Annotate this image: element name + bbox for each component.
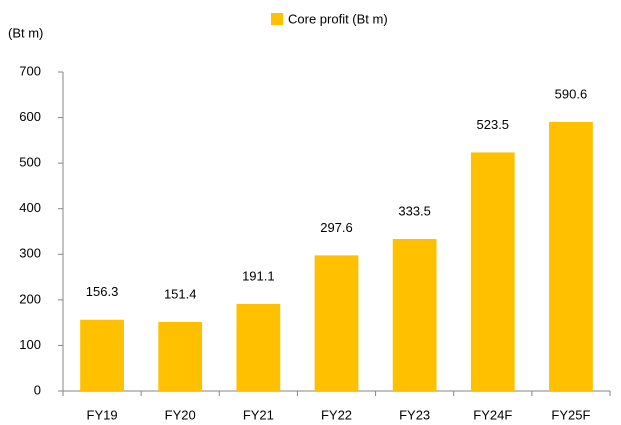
data-label: 151.4 <box>164 286 197 301</box>
x-tick-label: FY19 <box>87 407 118 422</box>
y-tick-label: 0 <box>34 382 41 397</box>
x-tick-label: FY23 <box>399 407 430 422</box>
bar <box>470 152 515 391</box>
bar <box>314 255 359 391</box>
data-label: 523.5 <box>477 117 510 132</box>
y-tick-label: 700 <box>19 63 41 78</box>
x-tick-label: FY22 <box>321 407 352 422</box>
y-tick-label: 100 <box>19 337 41 352</box>
x-tick-label: FY24F <box>473 407 512 422</box>
legend-swatch <box>271 13 283 25</box>
data-label: 333.5 <box>398 203 431 218</box>
data-label: 156.3 <box>86 284 119 299</box>
bar <box>80 319 124 391</box>
bar <box>549 121 593 392</box>
legend-label: Core profit (Bt m) <box>288 11 388 26</box>
x-tick-label: FY21 <box>243 407 274 422</box>
y-tick-label: 400 <box>19 200 41 215</box>
y-tick-label: 500 <box>19 155 41 170</box>
x-tick-label: FY25F <box>551 407 590 422</box>
y-tick-label: 200 <box>19 291 41 306</box>
x-tick-label: FY20 <box>165 407 196 422</box>
y-tick-label: 300 <box>19 246 41 261</box>
data-label: 590.6 <box>555 86 588 101</box>
y-axis-label: (Bt m) <box>8 25 43 40</box>
bar <box>392 239 437 391</box>
data-label: 191.1 <box>242 268 275 283</box>
data-label: 297.6 <box>320 220 353 235</box>
y-tick-label: 600 <box>19 109 41 124</box>
bar <box>158 322 203 391</box>
bar <box>236 303 281 391</box>
